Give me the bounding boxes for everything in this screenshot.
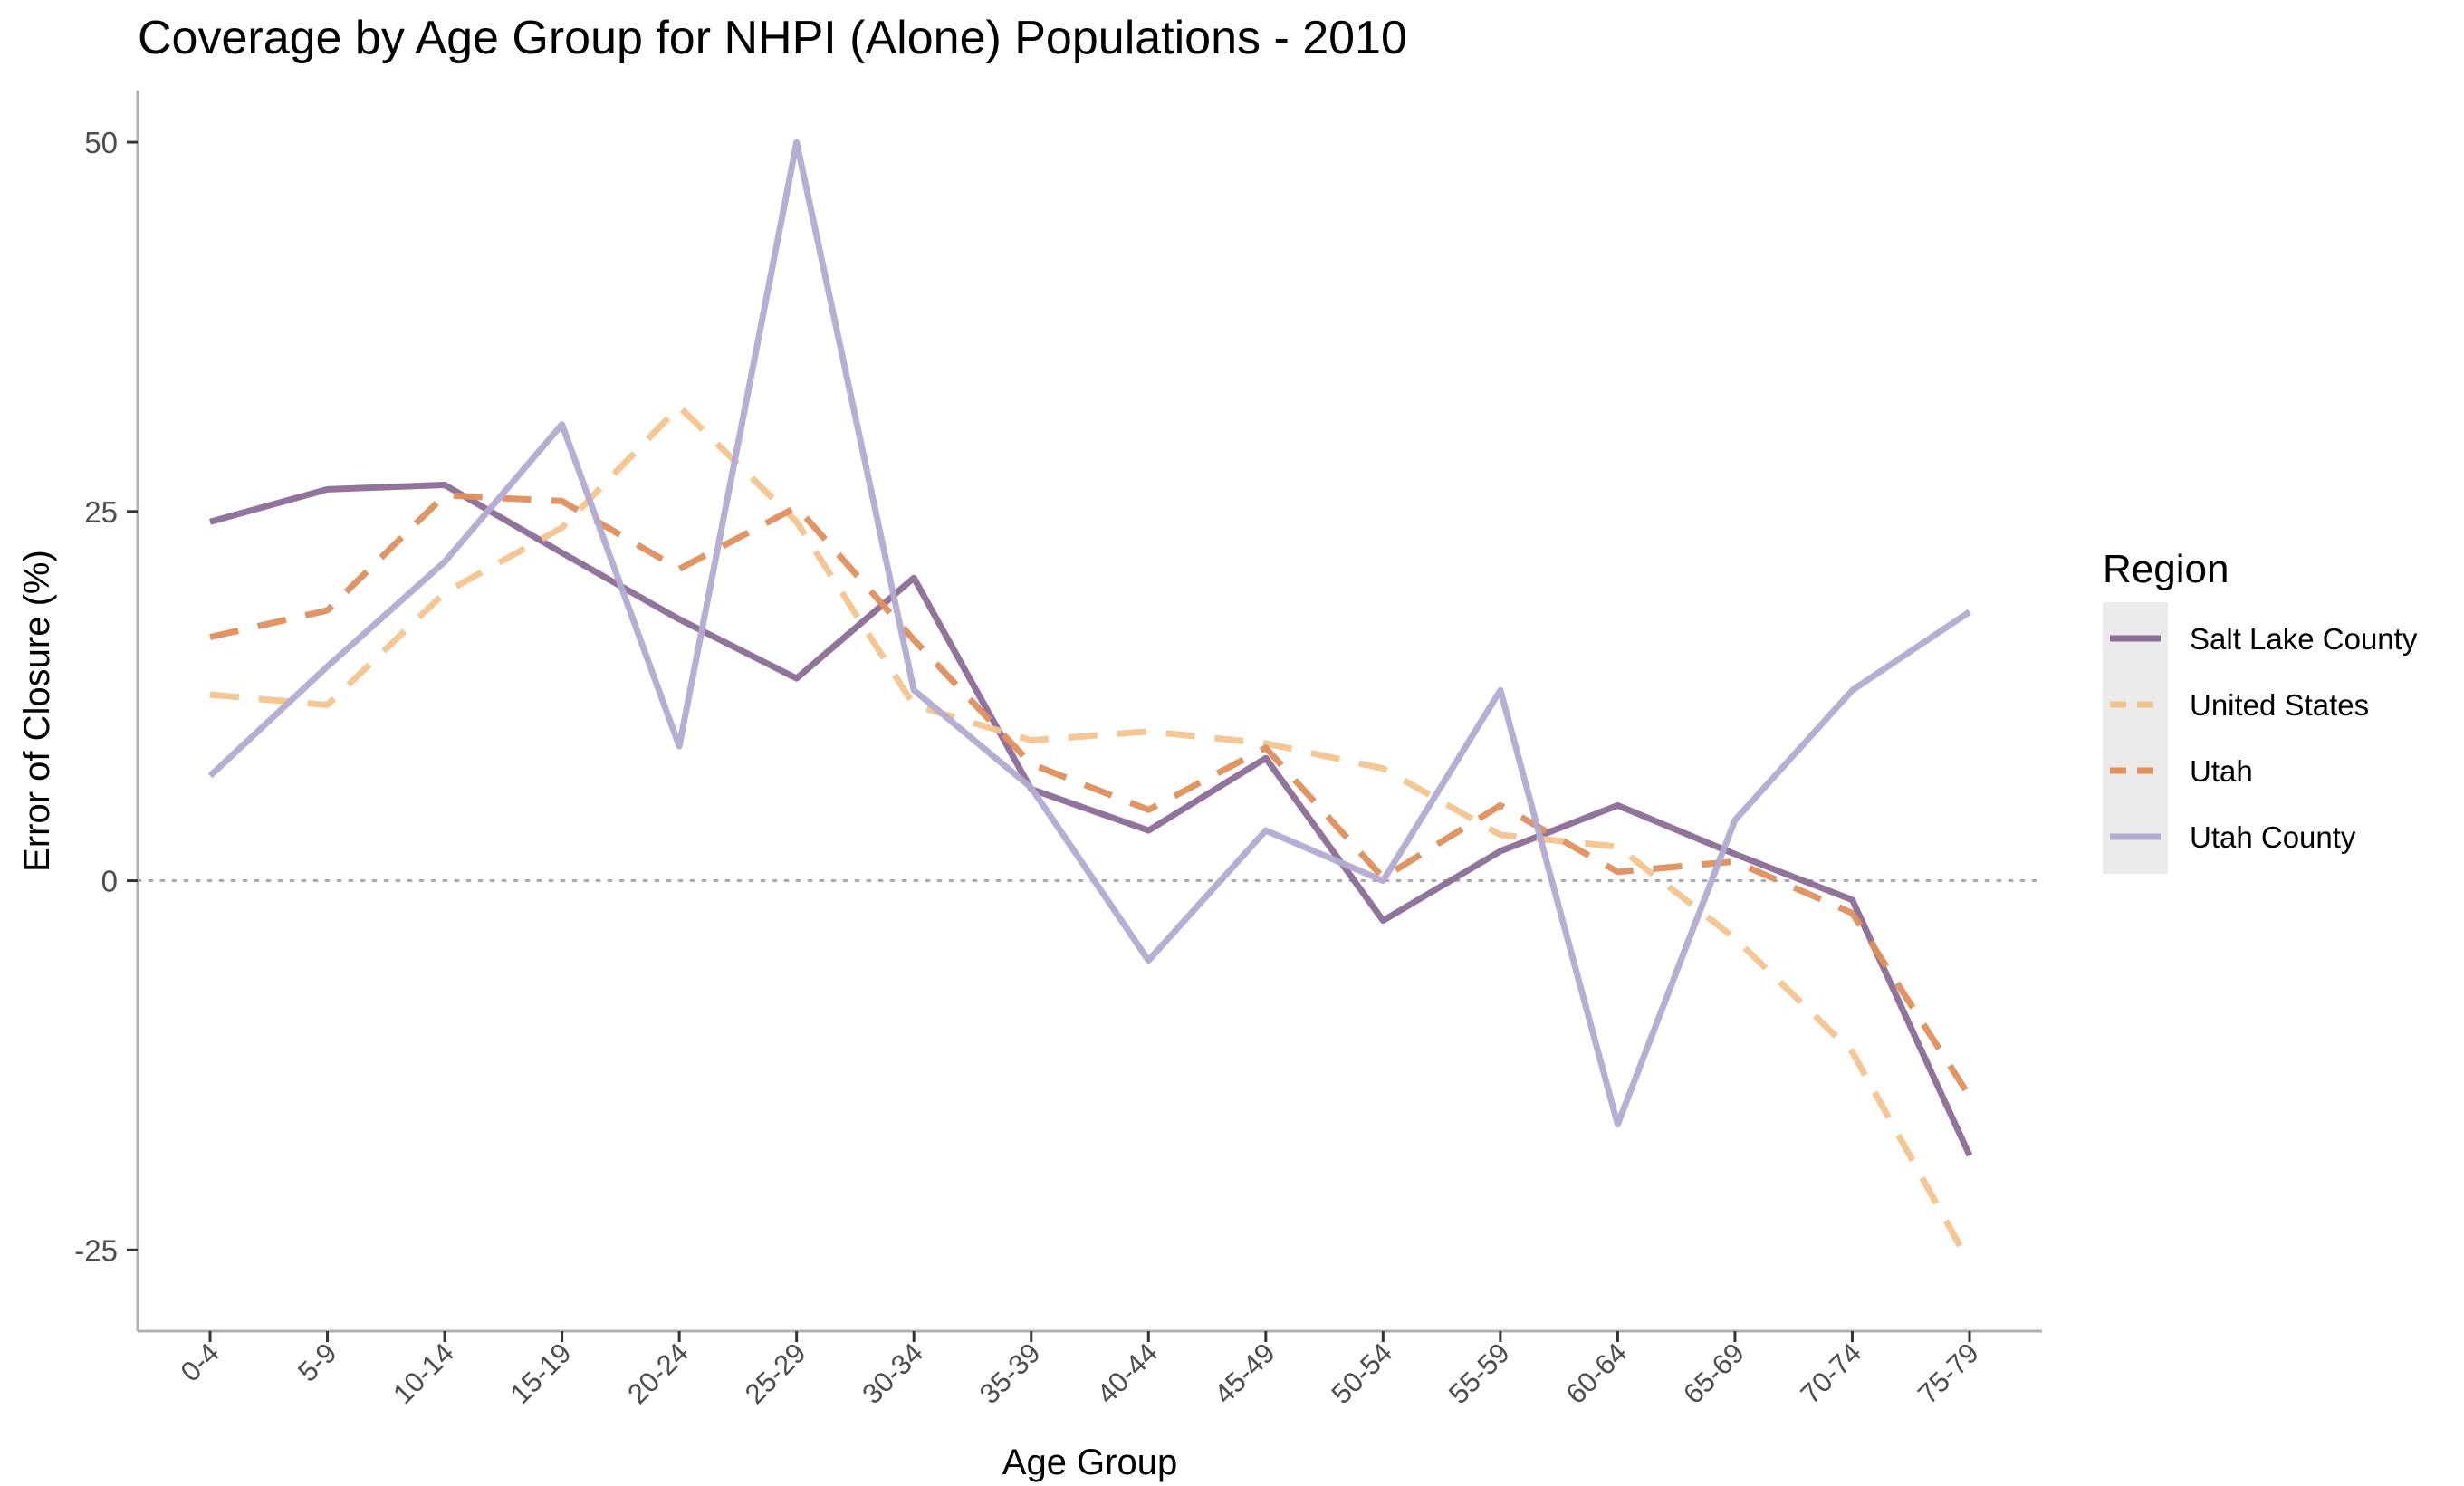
x-tick-label: 0-4 — [175, 1337, 225, 1387]
series-line-3 — [209, 492, 1972, 1098]
x-tick-label: 45-49 — [1208, 1337, 1281, 1410]
legend-label-4: Utah County — [2190, 820, 2356, 854]
x-tick-label: 55-59 — [1443, 1337, 1516, 1410]
chart-title: Coverage by Age Group for NHPI (Alone) P… — [138, 12, 1407, 64]
x-tick-label: 20-24 — [621, 1337, 695, 1410]
legend-label-1: Salt Lake County — [2190, 622, 2418, 656]
x-axis-title: Age Group — [1002, 1443, 1177, 1482]
x-tick-label: 65-69 — [1677, 1337, 1750, 1410]
series-line-1 — [209, 482, 1973, 1157]
series-line-4 — [207, 139, 1971, 1128]
x-tick-label: 60-64 — [1560, 1337, 1634, 1410]
series-line-2 — [209, 403, 1973, 1265]
x-tick-label: 15-19 — [504, 1337, 578, 1410]
y-axis-title: Error of Closure (%) — [17, 550, 57, 872]
x-tick-label: 30-34 — [856, 1337, 929, 1410]
x-tick-label: 35-39 — [973, 1337, 1047, 1410]
y-tick-label: -25 — [74, 1233, 118, 1267]
legend-key-background — [2103, 602, 2168, 874]
y-tick-label: 50 — [84, 126, 118, 159]
x-tick-label: 50-54 — [1325, 1337, 1398, 1410]
x-tick-label: 10-14 — [387, 1337, 460, 1410]
legend-label-3: Utah — [2190, 754, 2253, 788]
x-tick-label: 40-44 — [1090, 1337, 1164, 1410]
x-tick-label: 25-29 — [739, 1337, 812, 1410]
legend-title: Region — [2103, 547, 2229, 591]
y-tick-label: 0 — [101, 865, 118, 898]
x-tick-label: 70-74 — [1795, 1337, 1868, 1410]
y-tick-label: 25 — [84, 495, 118, 529]
x-tick-label: 75-79 — [1912, 1337, 1985, 1410]
legend-label-2: United States — [2190, 688, 2369, 722]
x-tick-label: 5-9 — [292, 1337, 342, 1387]
